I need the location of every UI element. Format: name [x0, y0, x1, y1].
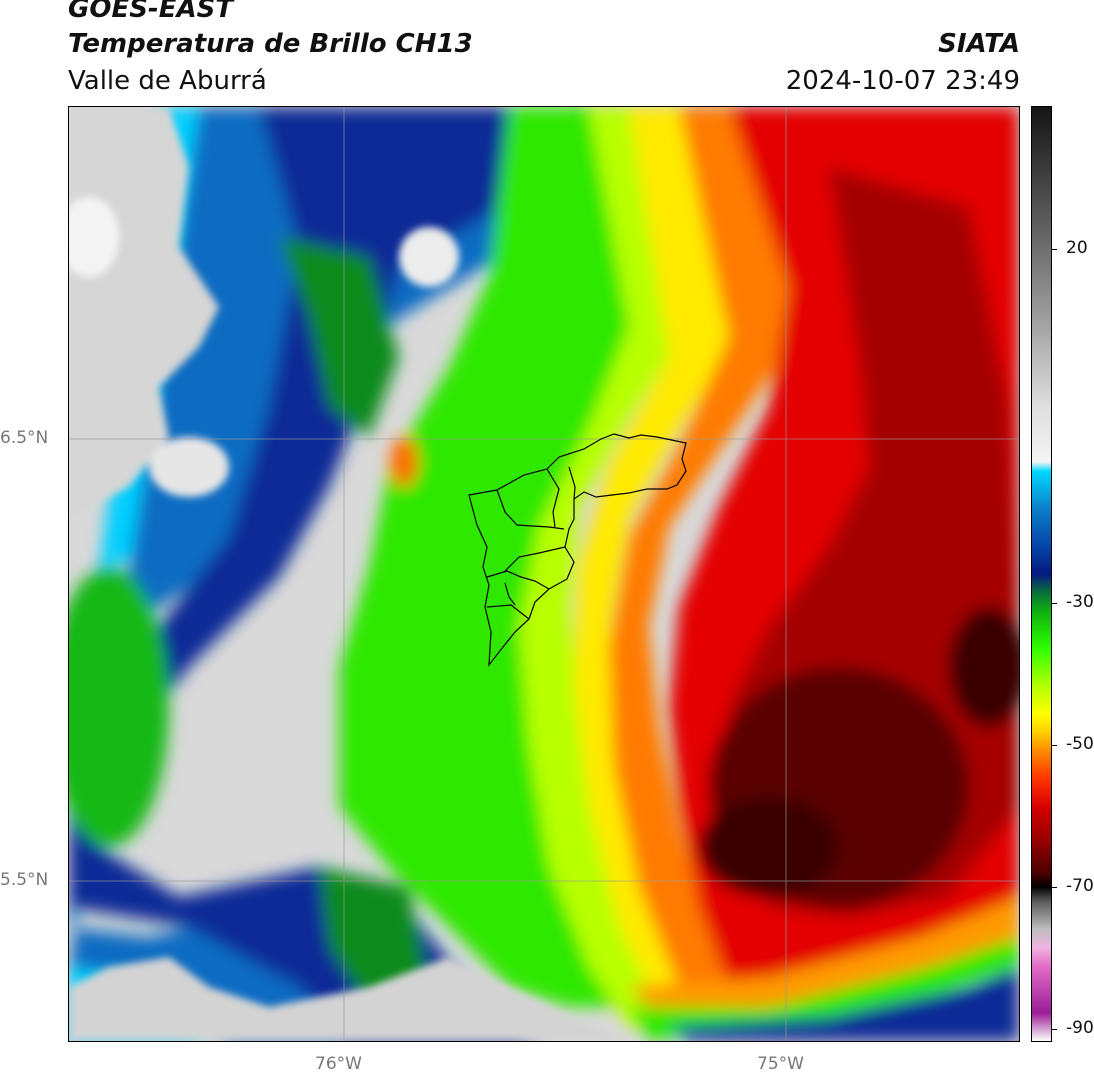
valle-de-aburra-boundary — [468, 433, 687, 667]
region-subtitle: Valle de Aburrá — [68, 66, 267, 96]
colorbar-tick — [1051, 1029, 1057, 1030]
colorbar-label-minus-50: -50 — [1066, 734, 1094, 754]
satellite-title: GOES-EAST — [68, 0, 234, 24]
datetime-label: 2024-10-07 23:49 — [785, 66, 1020, 96]
product-title: Temperatura de Brillo CH13 — [68, 29, 473, 59]
colorbar-tick — [1051, 603, 1057, 604]
colorbar-tick — [1051, 745, 1057, 746]
colorbar-label-minus-70: -70 — [1066, 876, 1094, 896]
longitude-label-76w: 76°W — [315, 1054, 362, 1074]
map-canvas — [69, 107, 1019, 1041]
colorbar-tick — [1051, 249, 1057, 250]
colorbar-label-20: 20 — [1066, 238, 1088, 258]
agency-label: SIATA — [938, 29, 1020, 59]
latitude-label-6-5n: 6.5°N — [0, 428, 49, 448]
temperature-colorbar — [1031, 106, 1052, 1042]
clear-areas — [69, 107, 629, 1041]
colorbar-tick — [1051, 887, 1057, 888]
colorbar-label-minus-30: -30 — [1066, 592, 1094, 612]
temperature-field — [69, 107, 1019, 1041]
brightness-temperature-map[interactable] — [68, 106, 1020, 1042]
longitude-label-75w: 75°W — [757, 1054, 804, 1074]
colorbar-label-minus-90: -90 — [1066, 1018, 1094, 1038]
latitude-label-5-5n: 5.5°N — [0, 870, 49, 890]
map-gridlines — [69, 107, 1019, 1041]
